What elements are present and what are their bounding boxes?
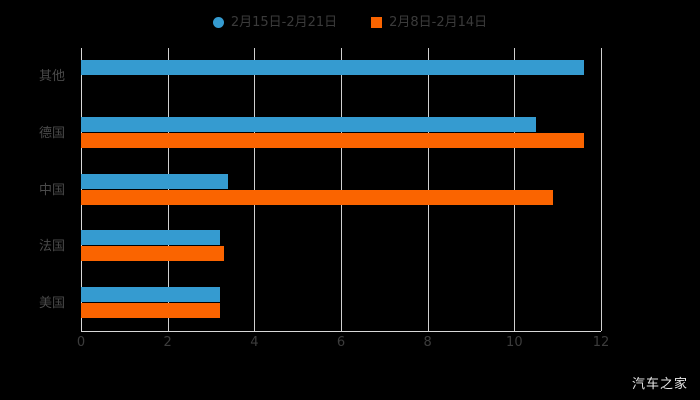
bar-4-series-1[interactable] — [81, 302, 220, 318]
x-axis-tick-label-6: 6 — [336, 335, 346, 350]
bar-4-series-0[interactable] — [81, 286, 220, 302]
bar-group-0 — [81, 60, 601, 92]
bar-0-series-0[interactable] — [81, 60, 584, 76]
x-axis-tick-label-10: 10 — [506, 335, 523, 350]
bar-1-series-0[interactable] — [81, 116, 536, 132]
bar-group-3 — [81, 230, 601, 262]
watermark-label: 汽车之家 — [631, 377, 688, 392]
bar-group-2 — [81, 173, 601, 206]
y-axis-tick-label-3: 法国 — [38, 239, 65, 255]
y-axis-tick-label-2: 中国 — [38, 182, 65, 198]
bar-groups — [81, 48, 601, 331]
legend-swatch-icon-series-0 — [212, 16, 224, 28]
y-axis-labels: 其他 德国 中国 法国 美国 — [0, 48, 73, 331]
gridline-12 — [601, 48, 602, 331]
legend-entry-series-0[interactable]: 2月15日-2月21日 — [212, 14, 338, 30]
bar-group-1 — [81, 116, 601, 149]
x-axis-tick-label-0: 0 — [76, 335, 86, 350]
x-axis-tick-label-12: 12 — [592, 335, 610, 350]
legend-entry-series-1[interactable]: 2月8日-2月14日 — [371, 16, 487, 29]
legend-label-series-0: 2月15日-2月21日 — [230, 14, 338, 30]
bar-1-series-1[interactable] — [81, 132, 584, 148]
x-axis-line — [81, 331, 601, 332]
y-axis-tick-label-4: 美国 — [38, 295, 65, 311]
y-axis-tick-label-0: 其他 — [38, 69, 65, 85]
x-axis-labels: 0 2 4 6 8 10 12 — [0, 336, 700, 356]
x-axis-tick-label-8: 8 — [423, 335, 432, 350]
x-axis-tick-label-4: 4 — [250, 335, 259, 350]
plot-area — [81, 48, 602, 331]
bar-group-4 — [81, 286, 601, 319]
bar-2-series-0[interactable] — [81, 173, 229, 189]
bar-3-series-1[interactable] — [81, 246, 224, 262]
legend-label-series-1: 2月8日-2月14日 — [389, 14, 488, 30]
x-axis-tick-label-2: 2 — [163, 335, 172, 350]
y-axis-tick-label-1: 德国 — [38, 125, 65, 141]
legend-swatch-icon-series-1 — [371, 16, 383, 28]
chart-legend: 2月15日-2月21日 2月8日-2月14日 — [0, 10, 700, 34]
bar-3-series-0[interactable] — [81, 230, 220, 246]
bar-2-series-1[interactable] — [81, 189, 554, 205]
